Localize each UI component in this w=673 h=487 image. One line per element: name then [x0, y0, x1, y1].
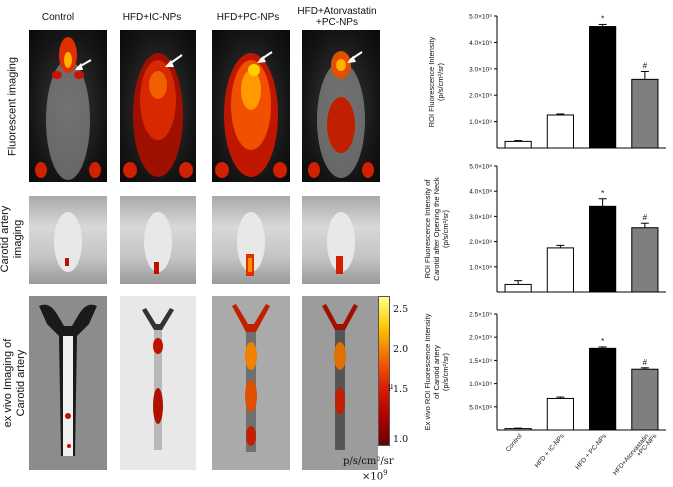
carotid-image-hfd-atorvastatin-graphic	[327, 212, 355, 274]
fluorescent-image-hfd-pc-graphic	[215, 51, 287, 178]
chart-2-bar	[546, 397, 574, 431]
column-header-pc-nps: +PC-NPs	[316, 17, 358, 28]
chart-2-bar	[504, 428, 532, 431]
exvivo-image-control	[29, 296, 107, 470]
chart-1-tick-label: 3.0×10⁸	[469, 214, 492, 221]
exvivo-image-hfd-ic-graphic	[120, 296, 196, 470]
chart-1-significance-mark: *	[601, 189, 604, 198]
chart-1-tick-label: 4.0×10⁸	[469, 189, 492, 196]
intensity-colorbar	[378, 296, 390, 446]
chart-2-category-label: HFD+Atorvastatin	[612, 432, 651, 476]
fluorescent-image-hfd-atorvastatin	[302, 30, 380, 182]
chart-0-ylabel: (p/s/cm²/sr)	[436, 63, 445, 101]
exvivo-image-hfd-atorvastatin-graphic	[302, 296, 378, 470]
chart-0-ylabel: ROI Fluorescence Intensity	[427, 37, 436, 128]
colorbar-unit: p/s/cm²/sr	[343, 456, 394, 467]
chart-0-tick-label: 2.0×10⁹	[469, 93, 492, 100]
chart-1-tick-label: 5.0×10⁸	[469, 164, 492, 171]
chart-2-significance-mark: *	[601, 337, 604, 346]
chart-2-ylabel: (p/s/cm²/sr)	[441, 353, 450, 391]
column-header-control: Control	[41, 12, 75, 23]
chart-1-bar	[504, 283, 532, 293]
fluorescent-image-hfd-ic-graphic	[123, 53, 193, 178]
chart-2-ylabel: Ex vivo ROI Fluorescence Intensity	[423, 313, 432, 430]
column-header-hfd-ic: HFD+IC-NPs	[122, 12, 182, 23]
carotid-image-hfd-ic-graphic	[144, 212, 172, 274]
chart-0-tick-label: 3.0×10⁹	[469, 66, 492, 73]
chart-2-category-label: Control	[505, 432, 524, 453]
column-header-hfd-atorvastatin: HFD+Atorvastatin	[297, 6, 377, 17]
chart-2-tick-label: 1.0×10⁹	[469, 381, 492, 388]
exvivo-image-hfd-ic	[120, 296, 196, 470]
carotid-image-hfd-pc	[212, 196, 290, 284]
chart-0-tick-label: 5.0×10⁹	[469, 14, 492, 21]
exvivo-image-hfd-pc	[212, 296, 290, 470]
exvivo-image-hfd-atorvastatin	[302, 296, 378, 470]
chart-0-bar	[546, 114, 574, 149]
colorbar-tick-1-0: 1.0	[393, 434, 409, 445]
chart-1-bar	[589, 205, 617, 293]
fluorescent-image-hfd-pc	[212, 30, 290, 182]
chart-1-tick-label: 2.0×10⁸	[469, 239, 492, 246]
chart-1-bar	[631, 227, 659, 293]
carotid-image-control	[29, 196, 107, 284]
colorbar-tick-1-5: 1.5	[393, 384, 409, 395]
exvivo-image-control-graphic	[29, 296, 107, 470]
chart-1-bar	[546, 247, 574, 293]
chart-1-significance-mark: #	[643, 213, 648, 222]
fluorescent-image-control-graphic	[35, 37, 101, 180]
chart-2-tick-label: 5.0×10⁸	[469, 404, 492, 411]
colorbar-exponent: 9	[383, 469, 388, 477]
chart-0-significance-mark: *	[601, 14, 604, 23]
chart-0-tick-label: 1.0×10⁹	[469, 119, 492, 126]
fluorescent-image-hfd-ic	[120, 30, 196, 182]
carotid-image-hfd-ic	[120, 196, 196, 284]
chart-0-bar	[504, 140, 532, 149]
colorbar-multiplier: ×109	[362, 469, 388, 482]
carotid-image-hfd-atorvastatin	[302, 196, 380, 284]
chart-2-tick-label: 2.5×10⁹	[469, 312, 492, 319]
chart-2-tick-label: 1.5×10⁹	[469, 358, 492, 365]
chart-2-ylabel: of Carotid artery	[432, 345, 441, 399]
chart-0-significance-mark: #	[643, 61, 648, 70]
chart-2-significance-mark: #	[643, 358, 648, 367]
carotid-image-hfd-pc-graphic	[237, 212, 265, 276]
fluorescent-image-hfd-atorvastatin-graphic	[308, 51, 374, 178]
colorbar-tick-2-5: 2.5	[393, 304, 409, 315]
chart-2-category-label: HFD + IC-NPs	[534, 432, 567, 469]
column-header-hfd-pc: HFD+PC-NPs	[216, 12, 280, 23]
fluorescent-image-control	[29, 30, 107, 182]
chart-0-tick-label: 4.0×10⁹	[469, 40, 492, 47]
colorbar-tick-2-0: 2.0	[393, 344, 409, 355]
chart-1-ylabel: (p/s/cm²/sr)	[441, 210, 450, 248]
chart-0-bar	[589, 26, 617, 149]
colorbar-mark: µ	[388, 382, 394, 391]
carotid-image-control-graphic	[54, 212, 82, 272]
exvivo-image-hfd-pc-graphic	[212, 296, 290, 470]
chart-2-bar	[589, 347, 617, 431]
chart-0-bar	[631, 78, 659, 149]
chart-2-bar	[631, 368, 659, 431]
colorbar-multiplier-text: ×10	[362, 471, 384, 483]
chart-2-category-label: HFD + PC-NPs	[574, 432, 608, 471]
chart-1-tick-label: 1.0×10⁸	[469, 264, 492, 271]
chart-1-ylabel: Carotid after Opening the Neck	[432, 177, 441, 281]
chart-2-tick-label: 2.0×10⁹	[469, 335, 492, 342]
chart-1-ylabel: ROI Fluorescence Intensity of	[423, 179, 432, 279]
